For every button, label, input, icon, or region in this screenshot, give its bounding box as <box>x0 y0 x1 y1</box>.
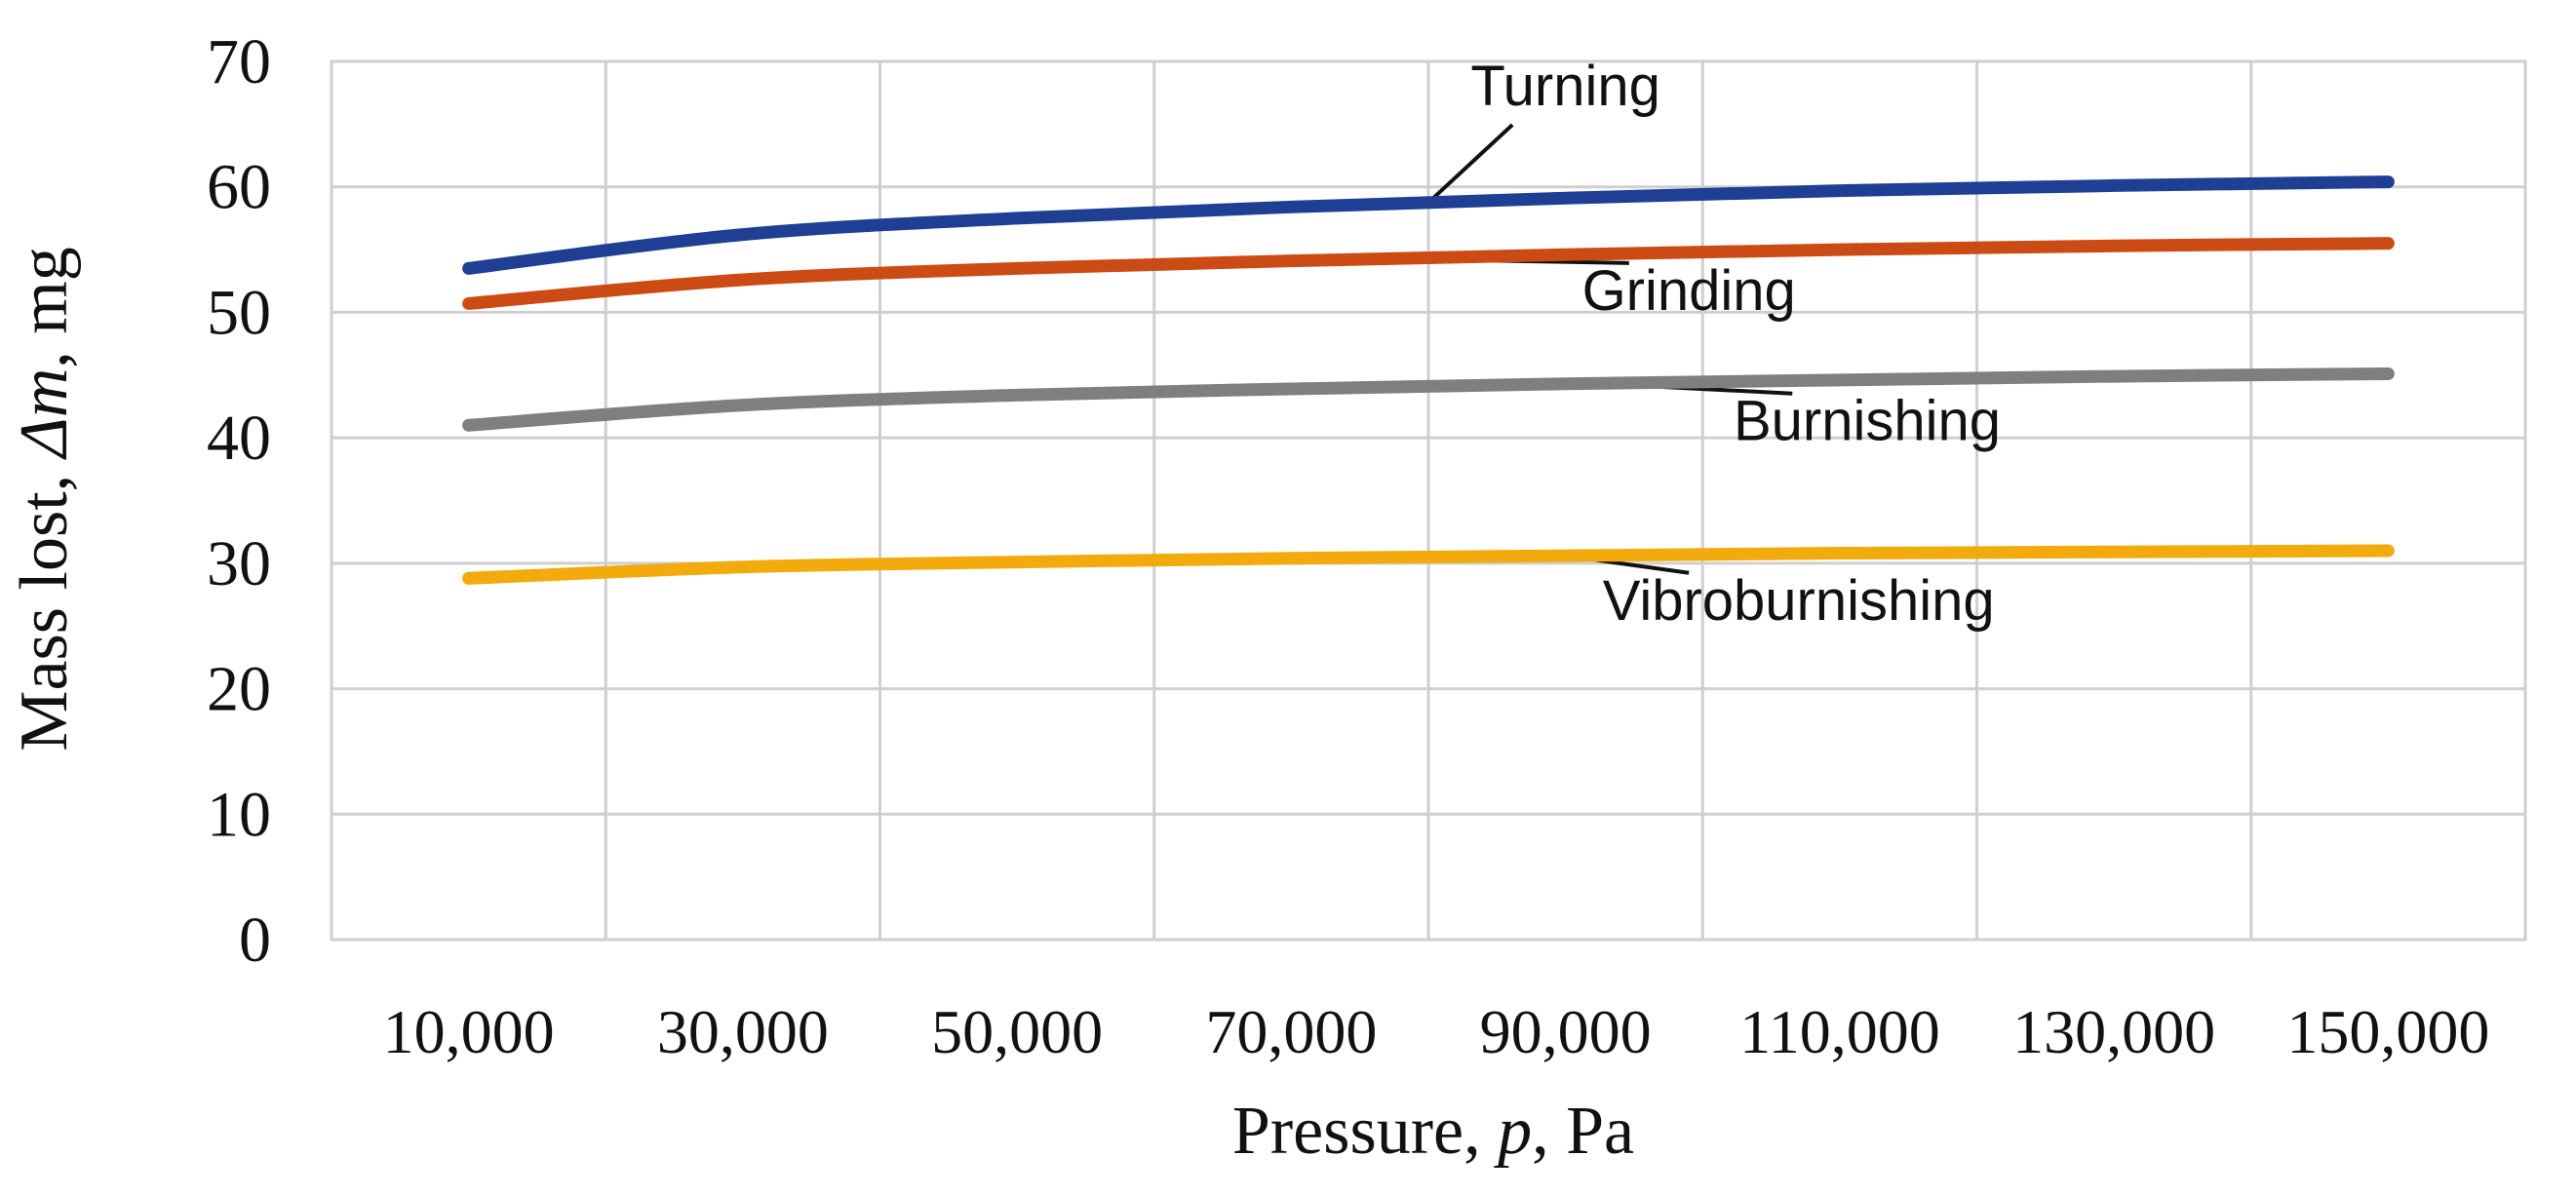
x-tick-label-4: 90,000 <box>1480 997 1652 1066</box>
y-axis-title-var: Δm <box>7 368 82 461</box>
x-axis-title: Pressure, p, Pa <box>1232 1094 1634 1169</box>
y-axis-ticks: 0 10 20 30 40 50 60 70 <box>207 26 271 976</box>
x-tick-label-6: 130,000 <box>2012 997 2215 1066</box>
leader-line-turning <box>1426 123 1514 205</box>
y-tick-label-1: 10 <box>207 779 271 850</box>
y-tick-label-7: 70 <box>207 26 271 97</box>
y-tick-label-0: 0 <box>239 905 271 976</box>
series-label-vibroburnishing: Vibroburnishing <box>1603 569 1995 633</box>
x-tick-label-7: 150,000 <box>2286 997 2489 1066</box>
x-tick-label-5: 110,000 <box>1739 997 1940 1066</box>
series-label-burnishing: Burnishing <box>1734 390 2001 453</box>
series-line-burnishing <box>462 366 2395 432</box>
x-tick-label-2: 50,000 <box>931 997 1103 1066</box>
x-tick-label-1: 30,000 <box>657 997 829 1066</box>
series-line-grinding <box>462 237 2395 310</box>
series-line-vibroburnishing <box>462 544 2395 585</box>
series-lines <box>462 175 2395 585</box>
x-axis-title-var: p <box>1493 1094 1532 1169</box>
x-axis-title-prefix: Pressure, <box>1232 1094 1498 1169</box>
y-axis-title-suffix: , mg <box>7 247 82 367</box>
y-axis-title-prefix: Mass lost, <box>7 457 82 751</box>
y-tick-label-2: 20 <box>207 654 271 725</box>
y-tick-label-5: 50 <box>207 277 271 348</box>
x-axis-title-suffix: , Pa <box>1532 1094 1634 1169</box>
y-tick-label-3: 30 <box>207 528 271 599</box>
x-tick-label-3: 70,000 <box>1205 997 1377 1066</box>
grid <box>330 59 2527 942</box>
y-axis-title: Mass lost, Δm, mg <box>7 247 82 752</box>
series-label-turning: Turning <box>1470 55 1660 118</box>
series-line-turning <box>462 175 2395 275</box>
x-axis-ticks: 10,000 30,000 50,000 70,000 90,000 110,000 130… <box>383 997 2490 1066</box>
series-label-grinding: Grinding <box>1582 259 1796 323</box>
y-tick-label-6: 60 <box>207 152 271 223</box>
y-tick-label-4: 40 <box>207 403 271 474</box>
x-tick-label-0: 10,000 <box>383 997 555 1066</box>
series-labels: Turning Grinding Burnishing Vibroburnishing <box>1470 55 2001 633</box>
